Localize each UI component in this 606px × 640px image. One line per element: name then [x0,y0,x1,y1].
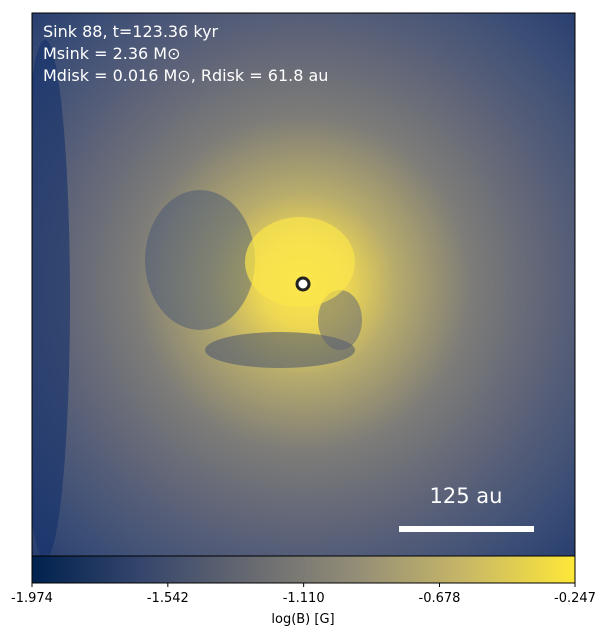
colorbar-tick-label: -1.110 [283,591,325,606]
sink-marker [295,276,311,292]
annotation: Sink 88, t=123.36 kyr [43,22,219,41]
annotation: Msink = 2.36 M⊙ [43,44,181,63]
colorbar-tick-label: -0.678 [419,591,461,606]
colorbar [31,555,576,584]
scale-bar-label: 125 au [430,484,503,508]
annotation: Mdisk = 0.016 M⊙, Rdisk = 61.8 au [43,66,328,85]
colorbar-tick-label: -1.542 [147,591,189,606]
colorbar-tick-label: -1.974 [11,591,53,606]
field-map [32,13,575,556]
scale-bar [399,526,534,532]
colorbar-label: log(B) [G] [271,612,334,627]
colorbar-tick-label: -0.247 [554,591,596,606]
